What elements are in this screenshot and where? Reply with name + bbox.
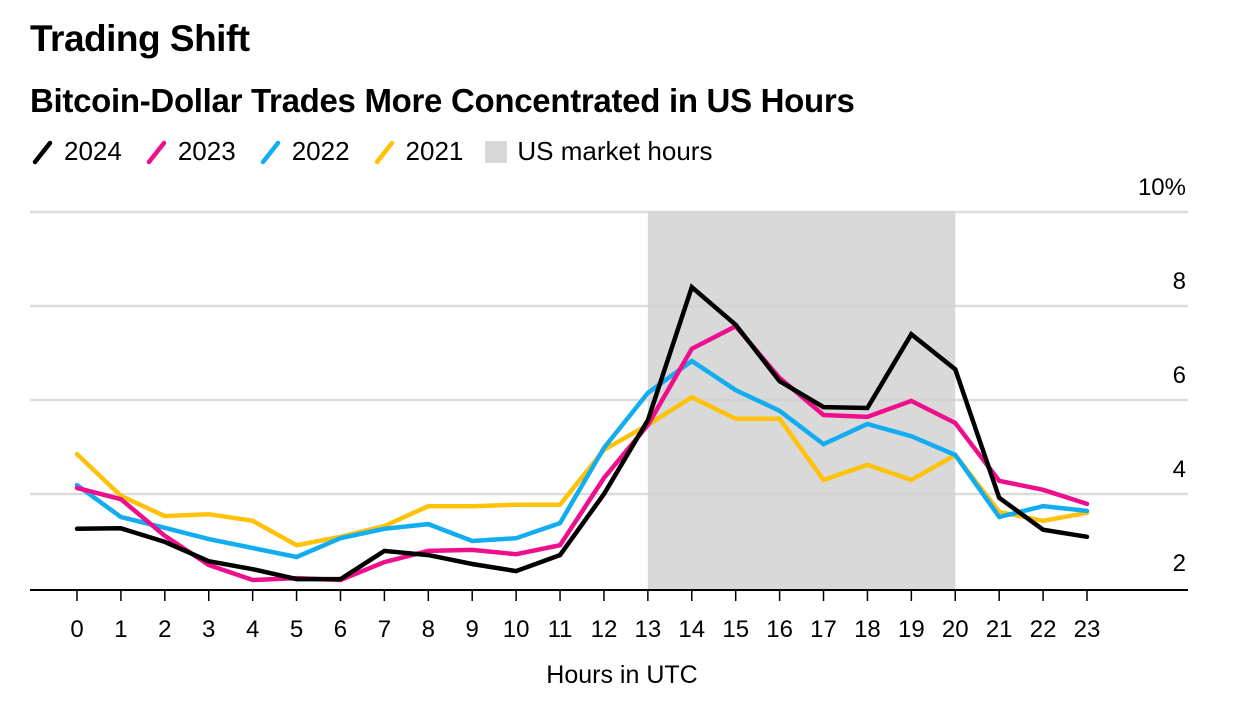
x-tick-label: 10: [503, 616, 530, 643]
y-tick-label: 8: [1173, 268, 1186, 295]
legend-item-2022: 2022: [258, 136, 350, 167]
legend-swatch-us-market-hours: [485, 140, 508, 163]
x-tick-label: 18: [854, 616, 881, 643]
legend-item-2021: 2021: [372, 136, 464, 167]
series-line-2023: [74, 323, 1090, 583]
x-tick-label: 5: [290, 616, 303, 643]
x-tick-label: 1: [114, 616, 127, 643]
chart-subtitle: Bitcoin-Dollar Trades More Concentrated …: [30, 82, 855, 119]
y-tick-label: 4: [1173, 456, 1186, 483]
legend-item-2023: 2023: [144, 136, 236, 167]
x-tick-label: 15: [722, 616, 749, 643]
x-tick-label: 8: [422, 616, 435, 643]
y-tick-label: 2: [1173, 550, 1186, 577]
x-tick-label: 2: [158, 616, 171, 643]
x-tick-label: 9: [466, 616, 479, 643]
x-tick-label: 14: [678, 616, 705, 643]
legend: 2024 2023 2022 2021 US market hours: [30, 136, 734, 167]
x-tick-label: 11: [548, 616, 573, 643]
legend-swatch-2024: [32, 140, 53, 164]
x-tick-label: 12: [591, 616, 618, 643]
legend-label-2024: 2024: [64, 136, 122, 166]
x-tick-label: 13: [635, 616, 662, 643]
chart-title: Trading Shift: [30, 18, 250, 59]
legend-swatch-2021: [374, 140, 394, 164]
series-line-2024: [74, 283, 1090, 582]
legend-label-us-market-hours: US market hours: [517, 136, 713, 166]
series-line-2022: [74, 358, 1090, 560]
x-tick-label: 17: [810, 616, 837, 643]
legend-swatch-2023: [146, 140, 167, 164]
x-tick-label: 7: [378, 616, 391, 643]
legend-label-2022: 2022: [291, 136, 350, 166]
x-tick-label: 6: [334, 616, 347, 643]
x-axis-label: Hours in UTC: [546, 661, 697, 689]
legend-swatch-2022: [260, 140, 280, 164]
legend-item-us-market-hours: US market hours: [485, 136, 712, 167]
x-tick-label: 0: [70, 616, 83, 643]
x-tick-label: 19: [898, 616, 925, 643]
y-tick-label: 6: [1173, 362, 1186, 389]
y-tick-label: 10%: [1138, 174, 1186, 201]
legend-label-2023: 2023: [177, 136, 236, 166]
x-tick-label: 16: [766, 616, 793, 643]
x-tick-label: 3: [202, 616, 215, 643]
x-tick-label: 4: [246, 616, 259, 643]
legend-label-2021: 2021: [405, 136, 464, 166]
x-tick-label: 21: [986, 616, 1013, 643]
x-tick-label: 22: [1030, 616, 1057, 643]
legend-item-2024: 2024: [30, 136, 122, 167]
x-tick-label: 23: [1074, 616, 1101, 643]
series-line-2021: [74, 394, 1090, 548]
x-tick-label: 20: [942, 616, 969, 643]
